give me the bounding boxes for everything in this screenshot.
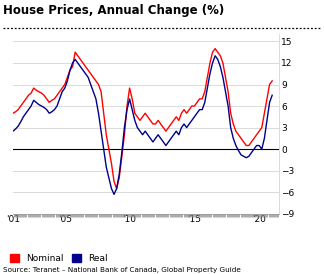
Legend: Nominal, Real: Nominal, Real	[9, 254, 108, 263]
Text: House Prices, Annual Change (%): House Prices, Annual Change (%)	[3, 4, 225, 17]
Text: Source: Teranet – National Bank of Canada, Global Property Guide: Source: Teranet – National Bank of Canad…	[3, 267, 241, 273]
